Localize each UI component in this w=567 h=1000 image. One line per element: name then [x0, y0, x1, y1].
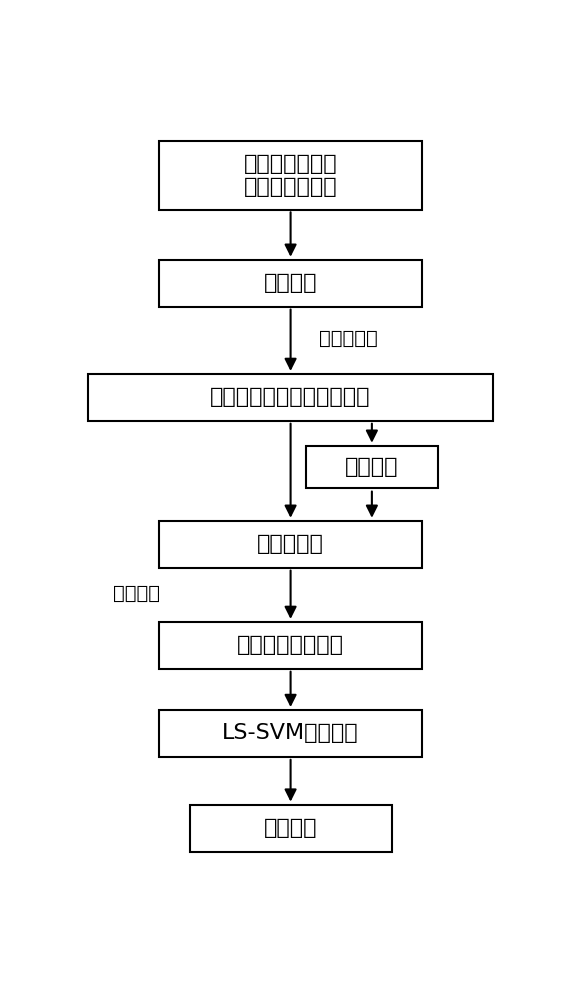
- FancyBboxPatch shape: [159, 521, 422, 568]
- Text: 故障类型: 故障类型: [345, 457, 399, 477]
- FancyBboxPatch shape: [189, 805, 392, 852]
- Text: 故障类型: 故障类型: [264, 818, 318, 838]
- FancyBboxPatch shape: [159, 622, 422, 669]
- FancyBboxPatch shape: [159, 710, 422, 757]
- Text: 遗传算法参数寻优: 遗传算法参数寻优: [237, 635, 344, 655]
- Text: 电容型电流互感
器泄漏电流采集: 电容型电流互感 器泄漏电流采集: [244, 154, 337, 197]
- FancyBboxPatch shape: [88, 374, 493, 421]
- FancyBboxPatch shape: [306, 446, 438, 488]
- Text: 训练样本: 训练样本: [113, 584, 160, 603]
- Text: 脉冲幅值熵、能量比、能量: 脉冲幅值熵、能量比、能量: [210, 387, 371, 407]
- Text: LS-SVM评估模型: LS-SVM评估模型: [222, 723, 359, 743]
- FancyBboxPatch shape: [159, 141, 422, 210]
- Text: 归一化处理: 归一化处理: [257, 534, 324, 554]
- Text: 特征量提取: 特征量提取: [319, 329, 378, 348]
- FancyBboxPatch shape: [159, 260, 422, 307]
- Text: 原始信号: 原始信号: [264, 273, 318, 293]
